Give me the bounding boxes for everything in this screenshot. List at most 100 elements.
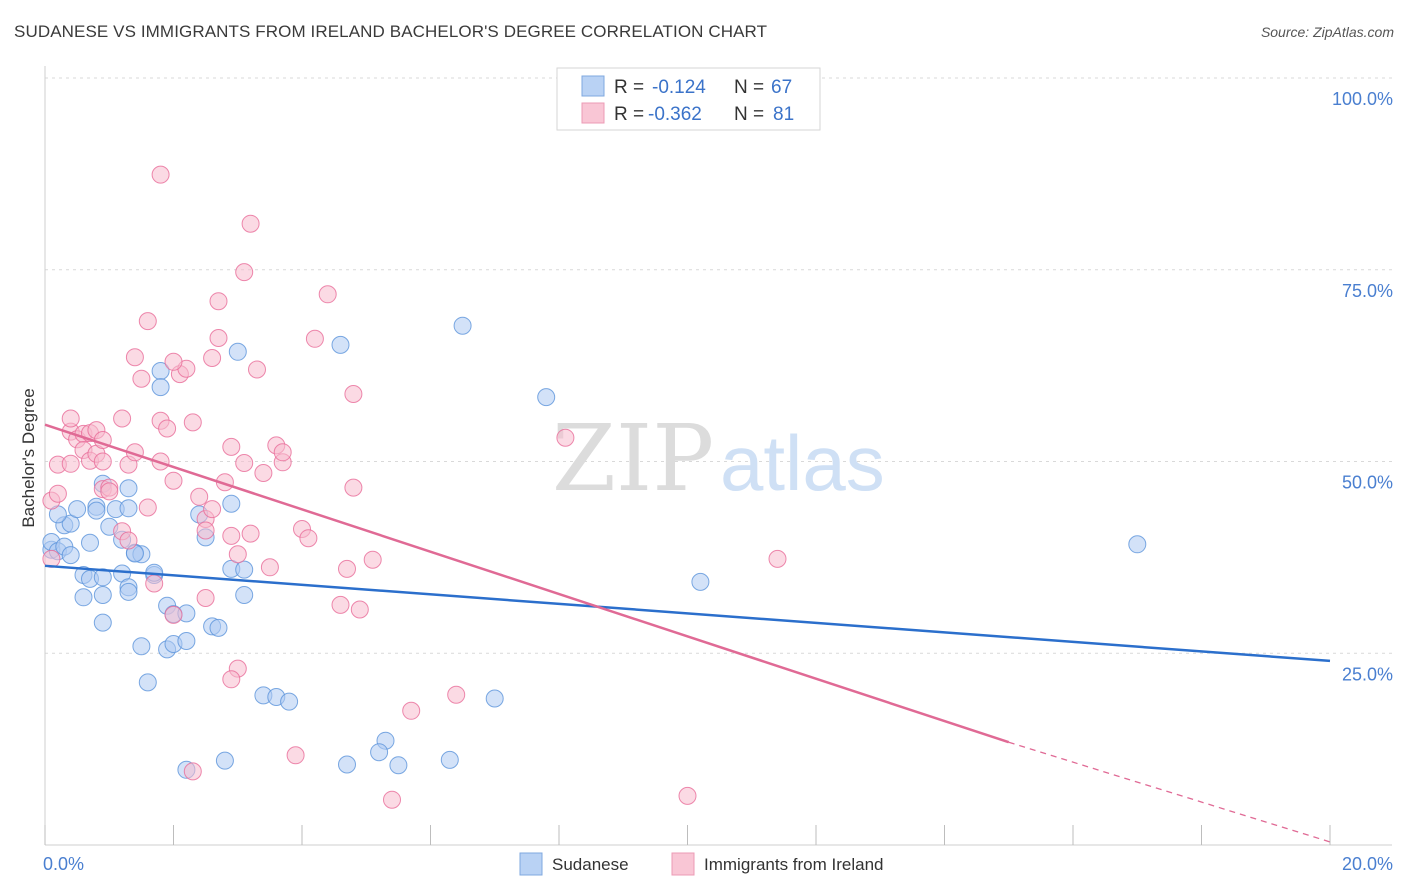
point-sudanese [235, 560, 254, 579]
point-sudanese [119, 479, 138, 498]
gridlines [45, 77, 1392, 654]
legend-r-label-2: R = [614, 104, 644, 125]
point-ireland [132, 369, 151, 388]
y-tick-label: 100.0% [1332, 89, 1393, 109]
x-tick-labels: 0.0% 20.0% [43, 854, 1393, 874]
point-ireland [235, 454, 254, 472]
point-ireland [125, 348, 144, 367]
point-sudanese [81, 533, 99, 552]
point-ireland [273, 443, 292, 462]
watermark: ZIP atlas [552, 405, 885, 512]
watermark-zip: ZIP [552, 405, 714, 512]
point-sudanese [228, 342, 247, 361]
legend-swatch-sudanese [581, 75, 605, 97]
point-ireland [248, 360, 266, 379]
point-ireland [254, 464, 273, 482]
point-ireland [183, 413, 202, 432]
point-sudanese [68, 500, 87, 519]
y-tick-labels: 25.0% 50.0% 75.0% 100.0% [1332, 89, 1393, 684]
point-sudanese [93, 568, 112, 587]
point-sudanese [338, 755, 356, 774]
point-ireland [228, 545, 247, 564]
point-ireland [260, 558, 279, 577]
legend-n-label-1: N = [734, 77, 764, 98]
point-ireland [768, 549, 787, 568]
legend-r-value-1: -0.124 [652, 77, 706, 98]
point-ireland [678, 786, 697, 805]
bottom-legend-swatch-sudanese [519, 852, 543, 876]
point-sudanese [87, 501, 106, 520]
point-sudanese [440, 750, 459, 769]
point-sudanese [370, 743, 389, 762]
point-ireland [183, 762, 202, 781]
point-sudanese [209, 618, 228, 637]
legend-n-value-2: 81 [773, 104, 794, 125]
point-ireland [158, 419, 177, 438]
point-sudanese [1128, 535, 1147, 554]
point-ireland [447, 685, 466, 704]
y-axis-label: Bachelor's Degree [19, 388, 38, 527]
y-tick-label: 50.0% [1342, 473, 1393, 493]
point-ireland [93, 452, 112, 471]
point-ireland [222, 670, 241, 689]
x-tick-label: 0.0% [43, 854, 84, 874]
point-ireland [222, 526, 241, 545]
point-sudanese [691, 572, 710, 591]
trend-line-sudanese [44, 564, 1331, 663]
legend-r-label-1: R = [614, 77, 644, 98]
point-ireland [100, 482, 119, 501]
point-ireland [151, 165, 170, 184]
point-sudanese [537, 388, 556, 407]
point-ireland [164, 605, 183, 624]
point-ireland [331, 595, 350, 614]
point-ireland [145, 574, 164, 593]
point-ireland [196, 589, 215, 607]
point-ireland [344, 385, 363, 403]
point-sudanese [132, 637, 151, 656]
legend-n-value-1: 67 [771, 77, 792, 98]
point-sudanese [119, 582, 138, 601]
point-ireland [203, 500, 222, 519]
bottom-legend-swatch-ireland [671, 852, 695, 876]
point-ireland [363, 550, 382, 569]
point-sudanese [389, 756, 408, 775]
point-ireland [286, 746, 305, 765]
point-ireland [196, 521, 215, 540]
point-ireland [241, 214, 260, 233]
x-tick-label: 20.0% [1342, 854, 1393, 874]
point-ireland [556, 428, 575, 447]
point-ireland [164, 352, 183, 371]
point-ireland [209, 292, 228, 311]
point-sudanese [453, 316, 472, 335]
point-sudanese [177, 632, 196, 650]
point-ireland [299, 529, 318, 548]
legend-n-label-2: N = [734, 104, 764, 125]
point-ireland [48, 484, 67, 503]
point-sudanese [331, 335, 350, 354]
point-ireland [113, 409, 132, 428]
legend-r-value-2: -0.362 [648, 104, 702, 125]
point-sudanese [222, 494, 241, 513]
point-ireland [241, 524, 260, 543]
point-ireland [119, 531, 138, 550]
point-ireland [138, 312, 157, 331]
data-points [42, 165, 1147, 809]
point-ireland [61, 409, 80, 428]
point-sudanese [151, 378, 170, 397]
point-ireland [190, 487, 209, 506]
point-sudanese [280, 692, 299, 711]
point-ireland [209, 329, 228, 347]
chart-title: SUDANESE VS IMMIGRANTS FROM IRELAND BACH… [14, 22, 768, 41]
trend-line-ireland-extension [1008, 741, 1331, 843]
point-ireland [61, 454, 80, 473]
point-sudanese [93, 586, 112, 604]
trend-line-ireland [44, 423, 1010, 744]
point-ireland [402, 701, 421, 720]
legend-swatch-ireland [581, 102, 605, 124]
point-ireland [222, 437, 241, 456]
source-label: Source: ZipAtlas.com [1260, 24, 1394, 40]
point-ireland [318, 285, 337, 304]
axes [44, 66, 1392, 846]
watermark-atlas: atlas [720, 419, 885, 507]
